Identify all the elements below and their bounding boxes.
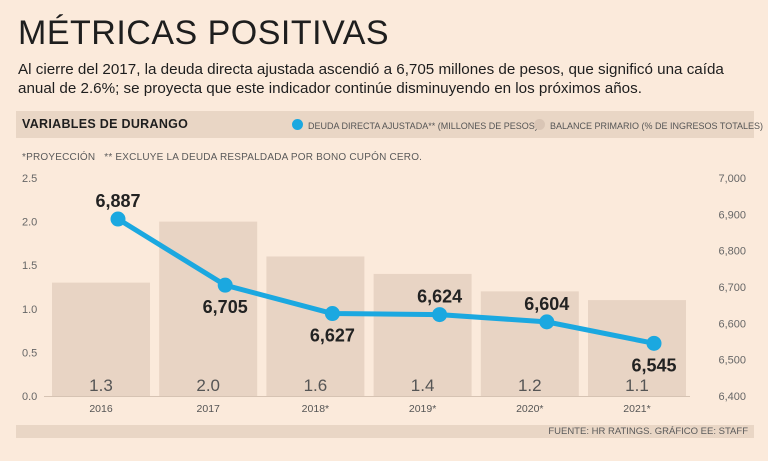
bar-value-label: 1.2 (518, 376, 542, 395)
y-left-tick: 1.5 (22, 260, 37, 272)
line-value-label: 6,887 (95, 191, 140, 211)
bar-value-label: 2.0 (196, 376, 220, 395)
line-point-deuda (646, 335, 662, 351)
y-left-tick: 2.5 (22, 173, 37, 185)
y-right-tick: 7,000 (718, 173, 746, 185)
legend-line-swatch (292, 119, 303, 130)
legend-item-line: DEUDA DIRECTA AJUSTADA** (MILLONES DE PE… (292, 119, 538, 131)
bar-value-label: 1.6 (304, 376, 328, 395)
legend-bar-label: BALANCE PRIMARIO (% DE INGRESOS TOTALES) (550, 121, 764, 131)
x-tick-label: 2016 (89, 403, 113, 415)
bar-balance-primario (373, 273, 472, 396)
bar-balance-primario (480, 291, 579, 396)
bar-value-label: 1.3 (89, 376, 113, 395)
chart-notes: *PROYECCIÓN ** EXCLUYE LA DEUDA RESPALDA… (22, 152, 422, 163)
y-right-tick: 6,500 (718, 355, 746, 367)
footer-band: FUENTE: HR RATINGS. GRÁFICO EE: STAFF (16, 425, 754, 438)
y-left-tick: 0.5 (22, 347, 37, 359)
bar-balance-primario (159, 221, 258, 396)
x-tick-label: 2020* (516, 403, 543, 415)
bar-balance-primario (266, 256, 365, 396)
line-value-label: 6,624 (417, 287, 462, 307)
line-point-deuda (432, 307, 448, 323)
y-left-tick: 0.0 (22, 391, 37, 403)
y-right-tick: 6,900 (718, 209, 746, 221)
chart-title: MÉTRICAS POSITIVAS (18, 14, 390, 52)
x-tick-label: 2017 (197, 403, 221, 415)
bar-balance-primario (588, 300, 686, 396)
legend-line-label: DEUDA DIRECTA AJUSTADA** (MILLONES DE PE… (308, 121, 538, 131)
y-right-tick: 6,800 (718, 246, 746, 258)
legend-band: VARIABLES DE DURANGO DEUDA DIRECTA AJUST… (16, 111, 763, 138)
projection-note: *PROYECCIÓN (22, 152, 96, 163)
source-note: FUENTE: HR RATINGS. GRÁFICO EE: STAFF (548, 426, 748, 437)
legend-bar-swatch (534, 119, 545, 130)
line-value-label: 6,604 (524, 294, 569, 314)
y-right-tick: 6,400 (718, 391, 746, 403)
y-left-tick: 1.0 (22, 304, 37, 316)
bar-value-label: 1.4 (411, 376, 435, 395)
band-title: VARIABLES DE DURANGO (22, 117, 189, 131)
line-point-deuda (217, 277, 233, 293)
x-tick-label: 2021* (623, 403, 650, 415)
line-value-label: 6,545 (631, 355, 676, 375)
y-right-tick: 6,600 (718, 318, 746, 330)
line-value-label: 6,705 (203, 297, 248, 317)
bar-balance-primario (52, 282, 150, 396)
legend-item-bar: BALANCE PRIMARIO (% DE INGRESOS TOTALES) (534, 119, 763, 131)
x-tick-label: 2019* (409, 403, 436, 415)
line-point-deuda (324, 306, 340, 322)
line-value-label: 6,627 (310, 326, 355, 346)
exclusion-note: ** EXCLUYE LA DEUDA RESPALDADA POR BONO … (104, 152, 423, 163)
y-left-tick: 2.0 (22, 217, 37, 229)
y-right-tick: 6,700 (718, 282, 746, 294)
line-point-deuda (539, 314, 555, 330)
bar-value-label: 1.1 (625, 376, 649, 395)
line-point-deuda (110, 211, 126, 227)
chart-subtitle: Al cierre del 2017, la deuda directa aju… (18, 61, 724, 97)
x-tick-label: 2018* (302, 403, 329, 415)
line-deuda-directa (115, 216, 657, 346)
